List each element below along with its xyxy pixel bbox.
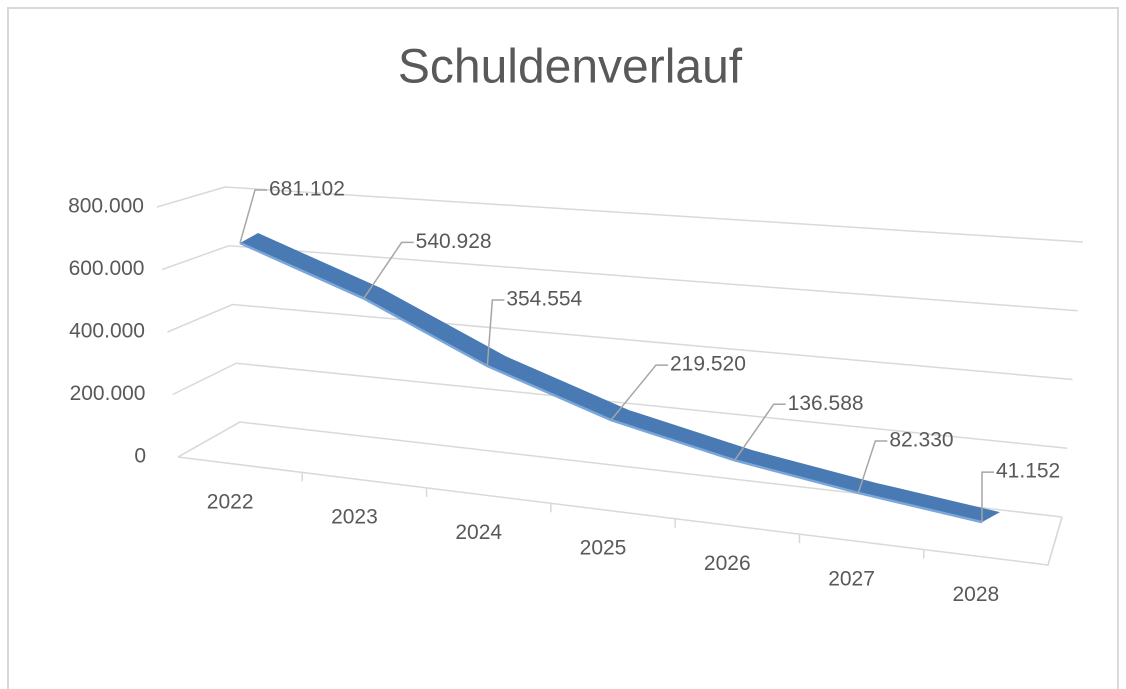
leader-line [486, 299, 505, 367]
grid-line [177, 421, 1063, 518]
leader-line [981, 471, 994, 523]
leader-line [610, 364, 668, 421]
y-tick-label: 0 [134, 445, 146, 468]
y-tick-label: 200.000 [70, 382, 146, 405]
data-label: 354.554 [506, 288, 582, 311]
right-wall-edge [1047, 516, 1063, 566]
chart-title: Schuldenverlauf [398, 41, 743, 94]
ribbon [240, 233, 1000, 523]
chart-frame [7, 7, 1119, 689]
y-tick-label: 800.000 [68, 195, 144, 218]
data-label: 82.330 [889, 428, 953, 451]
data-label: 219.520 [670, 353, 746, 376]
leader-line [857, 440, 888, 494]
x-tick-label: 2022 [207, 490, 254, 513]
data-label: 681.102 [269, 178, 345, 201]
x-tick-label: 2027 [828, 567, 875, 590]
leader-line [363, 241, 414, 299]
grid-line [172, 362, 1068, 449]
x-tick-label: 2026 [704, 552, 751, 575]
x-tick-label: 2025 [580, 537, 627, 560]
leader-line [239, 189, 267, 244]
data-label: 41.152 [996, 460, 1060, 483]
data-label: 136.588 [788, 392, 864, 415]
grid-line [156, 186, 1084, 243]
data-label: 540.928 [416, 230, 492, 253]
x-tick-label: 2024 [455, 521, 502, 544]
y-tick-label: 400.000 [69, 320, 145, 343]
grid-line [167, 303, 1073, 381]
y-tick-label: 600.000 [69, 257, 145, 280]
x-tick-label: 2028 [952, 583, 999, 606]
leader-line [734, 403, 786, 461]
grid-line [161, 244, 1078, 312]
x-tick-label: 2023 [331, 506, 378, 529]
